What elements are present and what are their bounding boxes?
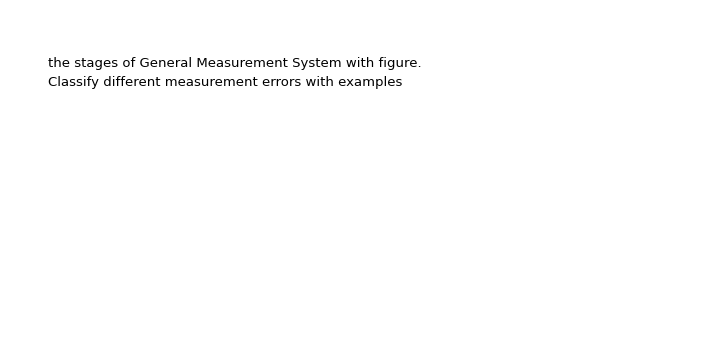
Text: Classify different measurement errors with examples: Classify different measurement errors wi… [48, 76, 402, 89]
Text: the stages of General Measurement System with figure.: the stages of General Measurement System… [48, 57, 422, 70]
